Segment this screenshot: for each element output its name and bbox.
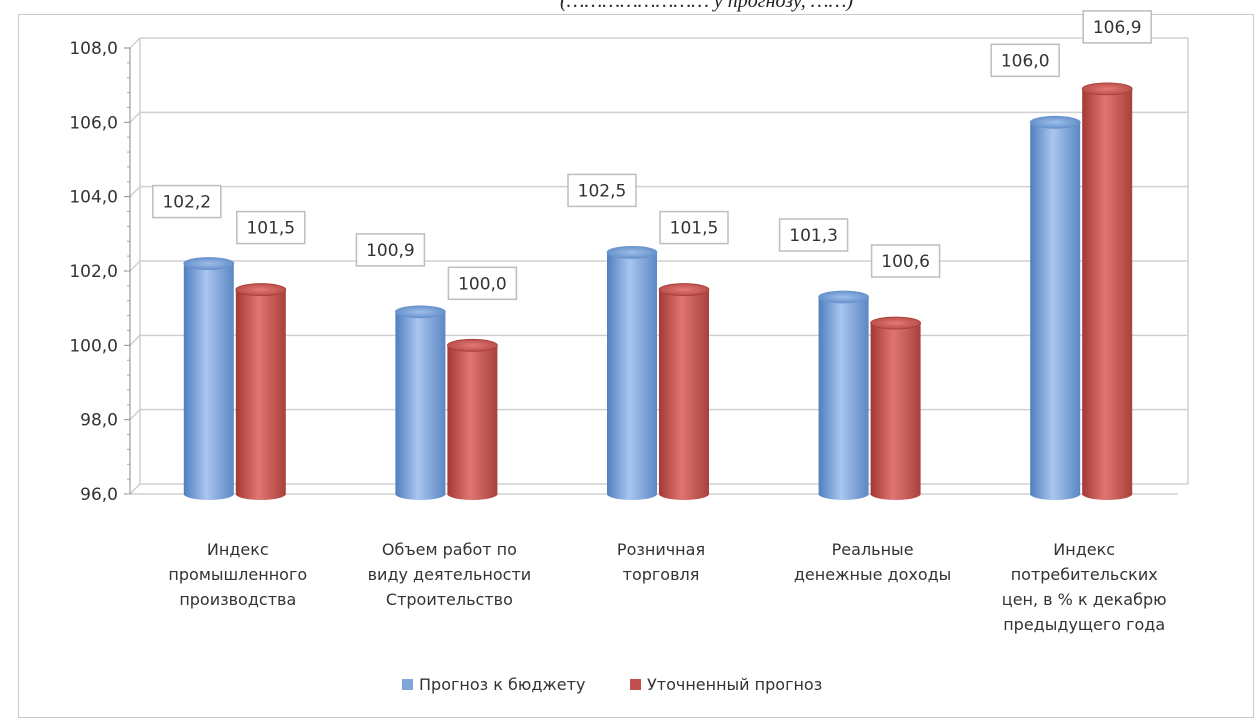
gridline-depth (129, 334, 141, 346)
bar-base (659, 488, 709, 500)
gridline-depth (129, 111, 141, 123)
y-tick-label: 96,0 (80, 485, 118, 505)
gridline-depth (129, 260, 141, 272)
y-tick-label: 98,0 (80, 411, 118, 431)
bar-top (818, 290, 869, 304)
data-label-box (236, 210, 306, 245)
bar-refined (659, 289, 709, 494)
bar-top (870, 316, 921, 330)
category-label: потребительских (1011, 565, 1158, 584)
data-label: 102,2 (162, 193, 211, 213)
bar-forecast (1030, 122, 1081, 494)
category-label: Розничная (617, 540, 705, 559)
category-label: производства (179, 590, 296, 609)
data-label: 100,0 (458, 274, 507, 294)
data-label: 101,5 (670, 219, 719, 239)
bar-top (183, 257, 235, 270)
bar-refined (235, 289, 286, 494)
legend-swatch (402, 679, 413, 690)
category-label: Реальные (832, 540, 914, 559)
data-label-box (870, 244, 941, 278)
y-tick-label: 100,0 (69, 336, 118, 356)
category-labels-layer: Индекс промышленного производства Объем раб… (168, 540, 1166, 634)
bar-top (606, 246, 658, 259)
category-label: промышленного (168, 565, 307, 584)
category-label: денежные доходы (794, 565, 951, 584)
bar-forecast (818, 297, 869, 494)
bar-top (1029, 115, 1081, 129)
bar-refined (870, 323, 921, 494)
category-label: цен, в % к декабрю (1002, 590, 1167, 609)
bar-forecast (607, 252, 657, 494)
gridline-depth (129, 186, 141, 198)
gridline-depth (129, 409, 141, 421)
bar-base (447, 488, 498, 500)
page-caption: (…………………… у прогнозу, ……) (560, 0, 854, 12)
data-label-box (1082, 10, 1152, 44)
data-label: 100,9 (366, 241, 415, 261)
legend-swatch (630, 679, 641, 690)
bar-base (870, 488, 921, 500)
data-label: 102,5 (578, 181, 627, 201)
bar-base (1082, 488, 1133, 500)
y-tick-label: 106,0 (69, 113, 118, 133)
data-label: 106,0 (1001, 51, 1050, 71)
bar-forecast (395, 311, 446, 494)
category-label: Строительство (386, 590, 513, 609)
data-label-box (152, 184, 222, 219)
legend-label: Уточненный прогноз (647, 675, 822, 694)
data-label-box (778, 218, 849, 252)
bar-base (818, 488, 869, 500)
grid-layer (129, 37, 1189, 495)
y-tick-label: 102,0 (69, 262, 118, 282)
bar-base (235, 488, 286, 500)
data-label: 101,3 (789, 226, 838, 246)
category-label: торговля (623, 565, 700, 584)
category-label: предыдущего года (1003, 615, 1165, 634)
y-tick-label: 108,0 (69, 39, 118, 59)
bar-top (235, 283, 287, 296)
data-label: 106,9 (1093, 18, 1142, 38)
data-label-box (355, 233, 426, 267)
bar-forecast (183, 263, 234, 494)
legend-label: Прогноз к бюджету (419, 675, 585, 694)
data-label-box (567, 173, 637, 208)
bar-base (183, 488, 234, 500)
category-label: виду деятельности (368, 565, 532, 584)
bar-base (1030, 488, 1081, 500)
bar-top (658, 283, 710, 296)
bars-layer (183, 82, 1133, 500)
data-labels-layer: 102,2 101,5 100,9 100,0 102,5 101,5 101,3 100,6… (152, 10, 1152, 301)
bar-refined (1082, 88, 1133, 494)
category-label: Индекс (207, 540, 269, 559)
y-tick-label: 104,0 (69, 188, 118, 208)
bar-base (607, 488, 657, 500)
bar-top (1081, 82, 1133, 96)
data-label: 100,6 (881, 252, 930, 272)
data-label-box (990, 43, 1060, 78)
gridline-depth (129, 483, 141, 495)
bar-top (446, 338, 498, 352)
data-label: 101,5 (246, 219, 295, 239)
bar-top (394, 305, 446, 319)
category-label: Индекс (1053, 540, 1115, 559)
legend: Прогноз к бюджету Уточненный прогноз (402, 675, 822, 694)
data-label-box (659, 210, 729, 245)
category-label: Объем работ по (382, 540, 517, 559)
data-label-box (447, 266, 518, 301)
gridline-depth (129, 37, 141, 49)
bar-refined (447, 345, 498, 494)
bar-base (395, 488, 446, 500)
